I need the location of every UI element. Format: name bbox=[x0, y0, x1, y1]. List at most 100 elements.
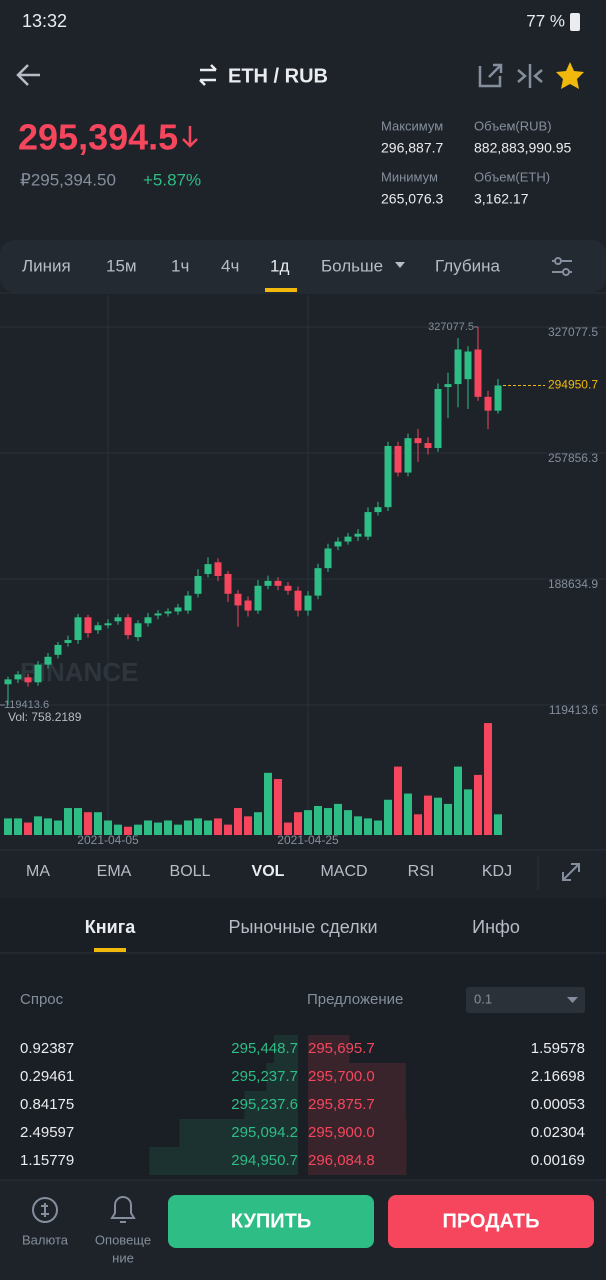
timeframe-tab[interactable]: Глубина bbox=[435, 256, 500, 275]
indicator-tab[interactable]: MACD bbox=[320, 863, 367, 880]
status-battery: 77 % bbox=[526, 11, 565, 30]
low-marker-label: 119413.6 bbox=[4, 699, 49, 711]
favorite-icon[interactable] bbox=[556, 62, 584, 89]
volume-bar bbox=[404, 793, 412, 835]
candle-body bbox=[354, 533, 362, 537]
share-icon[interactable] bbox=[478, 63, 503, 88]
stat-vol-rub-label: Объем(RUB) bbox=[474, 118, 552, 133]
candle-body bbox=[414, 438, 422, 444]
indicator-tab[interactable]: MA bbox=[26, 863, 50, 880]
volume-bar bbox=[284, 822, 292, 835]
candle-body bbox=[364, 512, 372, 537]
ask-quantity: 0.00053 bbox=[531, 1096, 585, 1113]
candle-body bbox=[94, 625, 102, 631]
volume-bar bbox=[194, 818, 202, 835]
volume-bar bbox=[104, 820, 112, 835]
settings-icon[interactable] bbox=[552, 257, 572, 276]
volume-bar bbox=[434, 797, 442, 835]
indicator-tab[interactable]: VOL bbox=[252, 863, 285, 880]
indicator-tab[interactable]: RSI bbox=[408, 863, 435, 880]
ask-depth bbox=[308, 1063, 406, 1091]
volume-bar bbox=[294, 812, 302, 835]
bid-price: 295,237.6 bbox=[231, 1096, 298, 1113]
volume-bar bbox=[334, 803, 342, 835]
compare-icon[interactable] bbox=[517, 64, 543, 88]
swap-icon[interactable] bbox=[199, 64, 217, 86]
sell-label[interactable]: ПРОДАТЬ bbox=[442, 1210, 539, 1232]
sell-button[interactable] bbox=[388, 1195, 594, 1248]
fullscreen-icon[interactable] bbox=[562, 863, 580, 881]
back-icon[interactable] bbox=[16, 64, 40, 86]
volume-bar bbox=[84, 812, 92, 835]
volume-bar bbox=[274, 779, 282, 835]
candle-body bbox=[314, 568, 322, 596]
ask-price: 295,700.0 bbox=[308, 1068, 375, 1085]
candle-body bbox=[14, 674, 22, 680]
buy-label[interactable]: КУПИТЬ bbox=[231, 1210, 312, 1232]
candle-body bbox=[84, 617, 92, 634]
ask-quantity: 0.00169 bbox=[531, 1152, 585, 1169]
timeframe-tab[interactable]: 1д bbox=[270, 256, 289, 275]
volume-bar bbox=[44, 818, 52, 835]
currency-icon[interactable] bbox=[32, 1197, 58, 1223]
high-marker-label: 327077.5 bbox=[428, 321, 474, 333]
timeframe-bar bbox=[0, 240, 606, 292]
volume-bar bbox=[394, 766, 402, 835]
timeframe-tab[interactable]: 1ч bbox=[171, 256, 189, 275]
bid-quantity: 0.84175 bbox=[20, 1096, 74, 1113]
candle-body bbox=[384, 445, 392, 508]
timeframe-tab[interactable]: Линия bbox=[22, 256, 71, 275]
alert-icon[interactable] bbox=[110, 1196, 136, 1223]
candle-body bbox=[404, 438, 412, 473]
volume-bar bbox=[264, 772, 272, 835]
candle-body bbox=[394, 445, 402, 473]
active-indicator bbox=[265, 288, 297, 292]
volume-bar bbox=[324, 808, 332, 835]
book-tab[interactable]: Рыночные сделки bbox=[228, 917, 377, 937]
volume-bar bbox=[344, 810, 352, 835]
timeframe-tab[interactable]: 4ч bbox=[221, 256, 239, 275]
candle-body bbox=[184, 595, 192, 611]
candle-body bbox=[304, 595, 312, 611]
volume-bar bbox=[134, 824, 142, 835]
volume-bar bbox=[254, 812, 262, 835]
ask-price: 295,900.0 bbox=[308, 1124, 375, 1141]
volume-bar bbox=[354, 816, 362, 835]
price-change: +5.87% bbox=[143, 170, 201, 189]
step-value[interactable]: 0.1 bbox=[474, 991, 492, 1006]
stat-low: 265,076.3 bbox=[381, 191, 443, 207]
candle-body bbox=[74, 617, 82, 641]
candle-body bbox=[64, 640, 72, 643]
candle-body bbox=[474, 349, 482, 397]
volume-bar bbox=[494, 814, 502, 835]
ask-depth bbox=[308, 1091, 406, 1119]
volume-bar bbox=[444, 803, 452, 835]
indicator-tab[interactable]: BOLL bbox=[170, 863, 211, 880]
candle-body bbox=[484, 396, 492, 411]
volume-bar bbox=[14, 818, 22, 835]
timeframe-tab[interactable]: Больше bbox=[321, 256, 383, 275]
dropdown-arrow bbox=[567, 997, 578, 1003]
candle-body bbox=[104, 623, 112, 626]
volume-bar bbox=[484, 723, 492, 835]
candle-body bbox=[464, 351, 472, 380]
candle-body bbox=[154, 613, 162, 616]
book-tab[interactable]: Инфо bbox=[472, 917, 520, 937]
pair-title: ETH / RUB bbox=[228, 65, 328, 87]
stat-high: 296,887.7 bbox=[381, 140, 443, 156]
timeframe-tab[interactable]: 15м bbox=[106, 256, 137, 275]
ask-price: 295,875.7 bbox=[308, 1096, 375, 1113]
price-rub: ₽295,394.50 bbox=[20, 170, 116, 189]
volume-bar bbox=[154, 822, 162, 835]
bid-price: 294,950.7 bbox=[231, 1152, 298, 1169]
buy-button[interactable] bbox=[168, 1195, 374, 1248]
volume-bar bbox=[114, 824, 122, 835]
volume-bar bbox=[94, 812, 102, 835]
indicator-tab[interactable]: EMA bbox=[97, 863, 132, 880]
bid-depth bbox=[273, 1035, 298, 1063]
book-tab[interactable]: Книга bbox=[85, 917, 136, 937]
step-dropdown[interactable] bbox=[466, 987, 585, 1013]
indicator-tab[interactable]: KDJ bbox=[482, 863, 512, 880]
volume-bar bbox=[454, 766, 462, 835]
